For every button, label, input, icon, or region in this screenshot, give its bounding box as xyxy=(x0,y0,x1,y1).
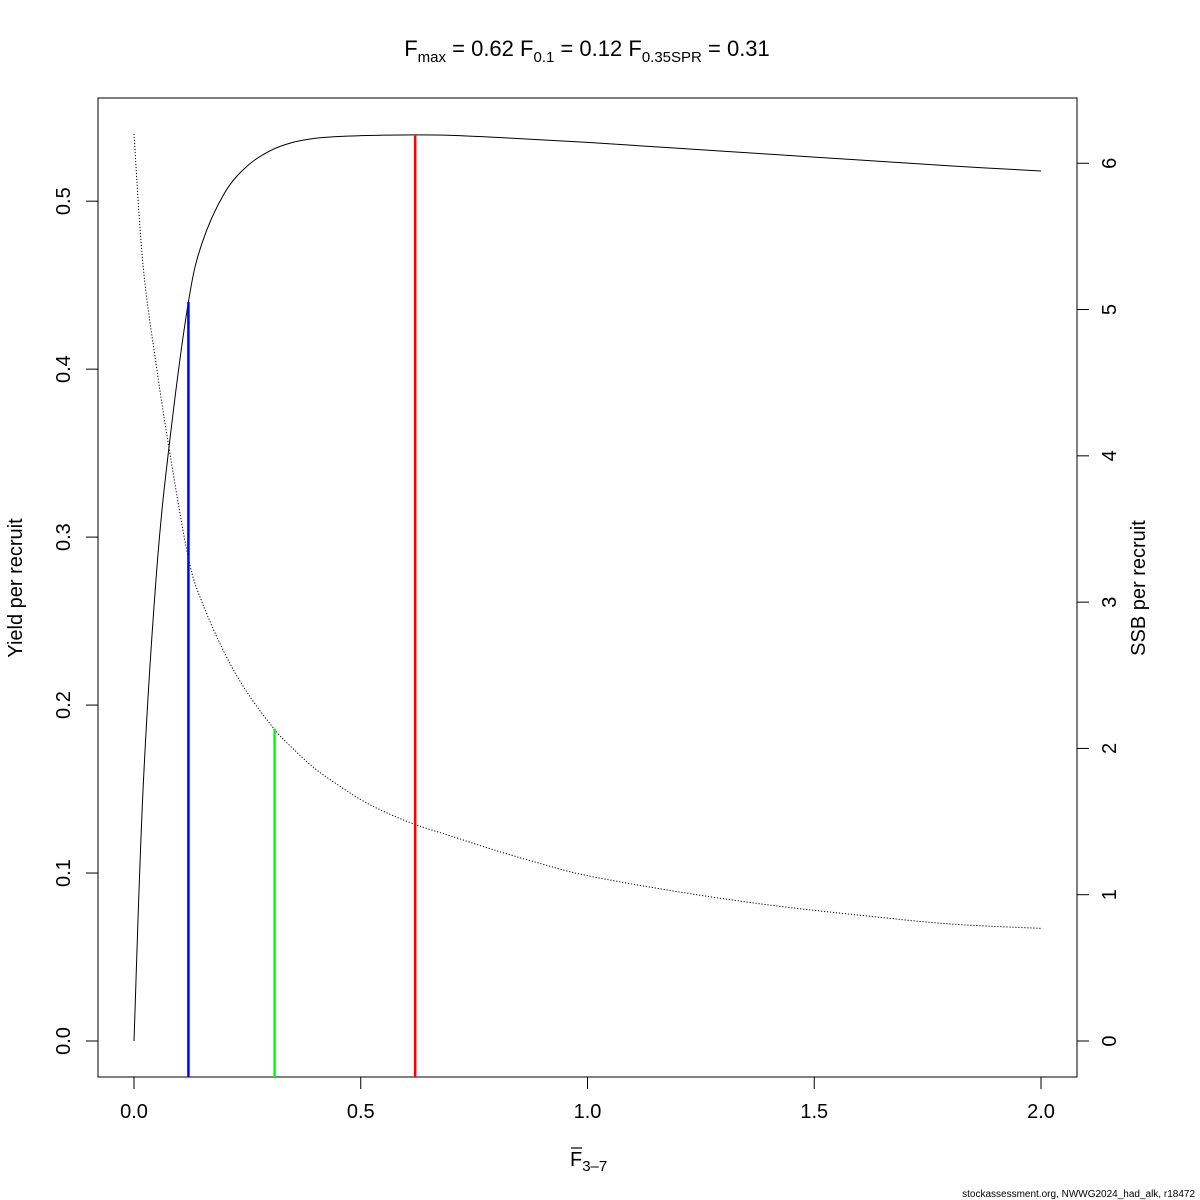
x-tick-label: 0.0 xyxy=(120,1101,148,1123)
y-left-tick-label: 0.2 xyxy=(53,691,75,719)
title-f01-value: 0.12 xyxy=(579,36,622,61)
title-fspr-base: F xyxy=(628,36,641,61)
y-right-axis-label: SSB per recruit xyxy=(1128,520,1150,656)
y-left-tick-label: 0.0 xyxy=(53,1027,75,1055)
y-left-axis-label: Yield per recruit xyxy=(5,518,27,658)
yield-per-recruit-line xyxy=(133,134,1042,1042)
y-right-tick-label: 0 xyxy=(1099,1035,1121,1046)
y-right-tick-label: 1 xyxy=(1099,889,1121,900)
title-fmax-base: F xyxy=(404,36,417,61)
y-right-tick-label: 3 xyxy=(1099,597,1121,608)
x-tick-label: 1.0 xyxy=(574,1101,602,1123)
title-fspr-value: 0.31 xyxy=(727,36,770,61)
y-left-tick-label: 0.3 xyxy=(53,523,75,551)
footer-credit: stockassessment.org, NWWG2024_had_alk, r… xyxy=(962,1189,1195,1200)
series-layer xyxy=(133,133,1042,1042)
y-right-tick-label: 4 xyxy=(1099,450,1121,461)
title-fspr-sub: 0.35SPR xyxy=(642,49,702,66)
chart-title: Fmax = 0.62 F0.1 = 0.12 F0.35SPR = 0.31 xyxy=(404,36,770,66)
title-f01-sub: 0.1 xyxy=(533,49,554,66)
title-fmax-sub: max xyxy=(418,49,447,66)
y-left-axis: 0.0 0.1 0.2 0.3 0.4 0.5 xyxy=(53,187,98,1055)
x-axis: 0.0 0.5 1.0 1.5 2.0 xyxy=(120,1077,1055,1123)
y-right-tick-label: 2 xyxy=(1099,743,1121,754)
x-axis-label: F3–7 xyxy=(570,1149,607,1175)
x-tick-label: 2.0 xyxy=(1027,1101,1055,1123)
x-label-base: F xyxy=(570,1149,582,1171)
y-left-tick-label: 0.1 xyxy=(53,859,75,887)
y-left-tick-label: 0.5 xyxy=(53,187,75,215)
reference-lines xyxy=(187,135,417,1077)
y-left-tick-label: 0.4 xyxy=(53,355,75,383)
y-right-tick-label: 5 xyxy=(1099,304,1121,315)
x-tick-label: 0.5 xyxy=(347,1101,375,1123)
ssb-per-recruit-line xyxy=(133,133,1042,929)
x-label-sub: 3–7 xyxy=(582,1158,607,1175)
y-right-tick-label: 6 xyxy=(1099,158,1121,169)
x-tick-label: 1.5 xyxy=(800,1101,828,1123)
plot-frame xyxy=(97,97,1078,1078)
title-f01-base: F xyxy=(520,36,533,61)
y-right-axis: 0 1 2 3 4 5 6 xyxy=(1077,158,1121,1047)
title-fmax-value: 0.62 xyxy=(471,36,514,61)
